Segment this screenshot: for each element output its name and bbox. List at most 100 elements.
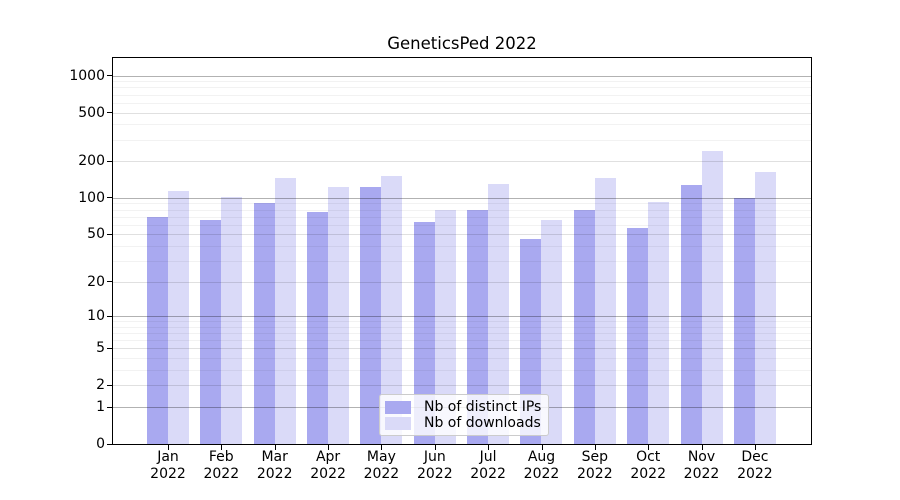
legend-swatch-downloads xyxy=(385,417,411,430)
x-tick-feb xyxy=(221,445,223,450)
x-tick-year: 2022 xyxy=(256,466,293,482)
x-tick-label-dec: Dec 2022 xyxy=(723,449,787,483)
y-tick-label-100: 100 xyxy=(78,189,105,206)
x-tick-month: Apr xyxy=(315,449,341,465)
x-tick-mar xyxy=(274,445,276,450)
x-tick-month: Jul xyxy=(479,449,497,465)
bar-downloads-jul xyxy=(488,184,510,444)
x-tick-label-feb: Feb 2022 xyxy=(189,449,253,483)
y-tick-0 xyxy=(107,443,112,445)
x-tick-year: 2022 xyxy=(630,466,666,482)
bar-downloads-may xyxy=(381,176,403,444)
bars-layer xyxy=(113,58,811,444)
y-tick-1000 xyxy=(107,75,112,76)
x-tick-may xyxy=(381,445,383,450)
bar-downloads-sep xyxy=(594,177,616,444)
legend-row-downloads: Nb of downloads xyxy=(385,416,542,431)
bar-ips-sep xyxy=(573,209,595,444)
x-tick-month: Aug xyxy=(527,449,556,465)
x-tick-label-aug: Aug 2022 xyxy=(510,449,574,483)
y-tick-label-0: 0 xyxy=(96,436,105,452)
bar-downloads-dec xyxy=(754,171,776,444)
legend-row-distinct-ips: Nb of distinct IPs xyxy=(385,400,542,415)
y-tick-label-10: 10 xyxy=(87,308,105,325)
chart-title: GeneticsPed 2022 xyxy=(387,34,537,53)
x-tick-year: 2022 xyxy=(576,466,613,482)
x-tick-year: 2022 xyxy=(416,466,453,482)
bar-ips-mar xyxy=(253,202,275,444)
x-tick-jul xyxy=(488,445,490,450)
x-tick-label-sep: Sep 2022 xyxy=(563,449,627,483)
x-tick-month: Mar xyxy=(261,449,288,465)
x-tick-month: Nov xyxy=(687,449,716,465)
x-tick-year: 2022 xyxy=(470,466,506,482)
bar-ips-feb xyxy=(200,219,222,444)
bar-ips-jan xyxy=(147,216,168,444)
y-tick-5 xyxy=(107,347,112,349)
bar-downloads-oct xyxy=(648,201,670,444)
x-tick-month: Dec xyxy=(741,449,769,465)
bar-ips-dec xyxy=(733,197,755,444)
y-tick-label-1000: 1000 xyxy=(69,67,105,84)
y-tick-label-1: 1 xyxy=(96,399,105,415)
y-tick-20 xyxy=(107,281,112,283)
x-tick-year: 2022 xyxy=(310,466,346,482)
bar-ips-oct xyxy=(627,227,649,444)
x-tick-year: 2022 xyxy=(150,466,186,482)
y-tick-label-20: 20 xyxy=(87,273,105,290)
bar-downloads-feb xyxy=(221,196,243,444)
y-tick-label-5: 5 xyxy=(96,340,105,357)
x-tick-label-jan: Jan 2022 xyxy=(136,449,200,483)
y-tick-50 xyxy=(107,233,112,235)
x-tick-year: 2022 xyxy=(737,466,773,482)
bar-downloads-jan xyxy=(168,191,189,444)
x-tick-year: 2022 xyxy=(683,466,720,482)
x-tick-year: 2022 xyxy=(203,466,240,482)
y-tick-label-50: 50 xyxy=(87,226,105,243)
x-tick-jan xyxy=(168,445,169,450)
x-tick-label-apr: Apr 2022 xyxy=(296,449,360,483)
legend-label-distinct-ips: Nb of distinct IPs xyxy=(424,399,542,415)
x-tick-month: Feb xyxy=(208,449,234,465)
y-tick-500 xyxy=(107,112,112,113)
bar-downloads-apr xyxy=(328,186,350,444)
y-tick-200 xyxy=(107,160,112,162)
x-tick-year: 2022 xyxy=(523,466,560,482)
x-tick-jun xyxy=(434,445,436,450)
bar-ips-nov xyxy=(680,184,702,444)
y-tick-2 xyxy=(107,384,112,386)
bar-downloads-jun xyxy=(434,209,456,444)
bar-downloads-nov xyxy=(701,150,723,444)
y-tick-1 xyxy=(107,406,112,408)
x-tick-label-jun: Jun 2022 xyxy=(403,449,467,483)
x-tick-month: Jan xyxy=(157,449,179,465)
bar-ips-jul xyxy=(467,210,489,444)
plot-area: Nb of distinct IPs Nb of downloads xyxy=(112,57,812,445)
x-tick-apr xyxy=(328,445,330,450)
x-tick-year: 2022 xyxy=(363,466,400,482)
bar-ips-apr xyxy=(307,212,329,444)
legend: Nb of distinct IPs Nb of downloads xyxy=(379,394,549,436)
y-tick-100 xyxy=(107,197,112,199)
x-tick-label-mar: Mar 2022 xyxy=(243,449,307,483)
x-tick-oct xyxy=(648,445,650,450)
bar-ips-may xyxy=(360,187,382,444)
x-tick-month: May xyxy=(366,449,396,465)
y-tick-label-500: 500 xyxy=(78,104,105,121)
legend-label-downloads: Nb of downloads xyxy=(424,415,541,431)
x-tick-sep xyxy=(594,445,596,450)
y-tick-10 xyxy=(107,315,112,317)
x-tick-nov xyxy=(701,445,703,450)
x-tick-label-oct: Oct 2022 xyxy=(616,449,680,483)
bar-ips-aug xyxy=(520,238,542,444)
bar-downloads-mar xyxy=(274,178,296,444)
x-tick-month: Oct xyxy=(636,449,661,465)
x-tick-label-may: May 2022 xyxy=(349,449,413,483)
bar-downloads-aug xyxy=(541,219,563,444)
x-tick-label-jul: Jul 2022 xyxy=(456,449,520,483)
x-tick-label-nov: Nov 2022 xyxy=(670,449,734,483)
x-tick-month: Sep xyxy=(581,449,608,465)
legend-swatch-distinct-ips xyxy=(385,401,411,414)
y-tick-label-200: 200 xyxy=(78,153,105,170)
y-tick-label-2: 2 xyxy=(96,377,105,394)
